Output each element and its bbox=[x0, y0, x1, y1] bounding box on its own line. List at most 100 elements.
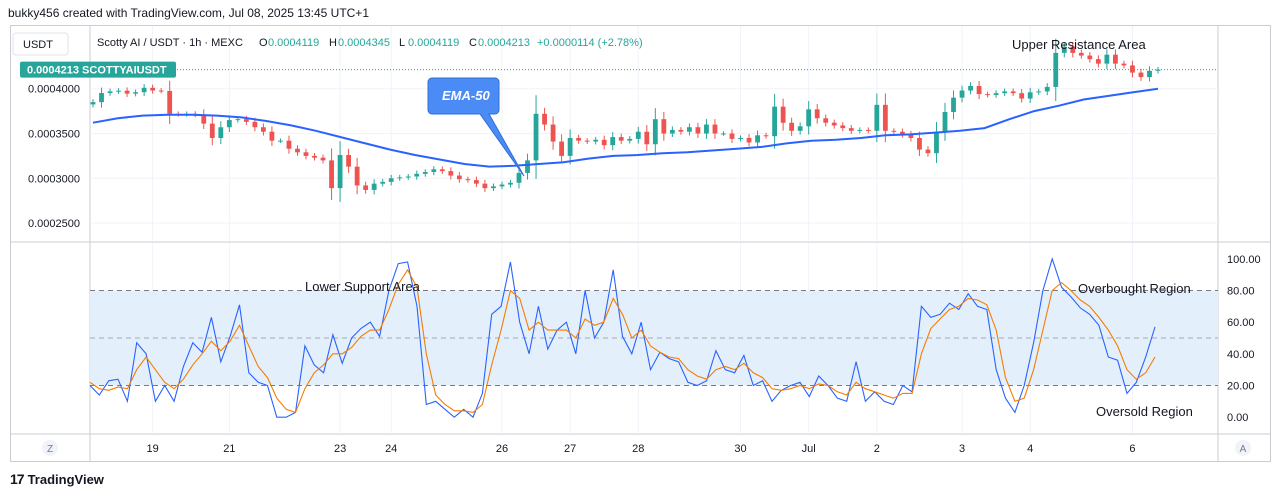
candle-body bbox=[337, 155, 343, 189]
currency-label: USDT bbox=[23, 39, 53, 51]
candle-body bbox=[448, 171, 454, 176]
left-scale-button-label[interactable]: Z bbox=[47, 444, 53, 455]
candle-body bbox=[235, 119, 241, 121]
candle-body bbox=[763, 135, 769, 137]
candle-body bbox=[644, 131, 650, 145]
candle-body bbox=[584, 140, 590, 142]
candle-body bbox=[678, 129, 684, 132]
candle-body bbox=[618, 137, 624, 141]
candle-body bbox=[1044, 86, 1050, 92]
candle-body bbox=[797, 126, 803, 131]
x-tick-label: 19 bbox=[147, 443, 159, 455]
auto-scale-button-label[interactable]: A bbox=[1240, 444, 1247, 455]
candle-body bbox=[295, 148, 300, 153]
candle-body bbox=[806, 109, 812, 127]
x-tick-label: 2 bbox=[874, 443, 880, 455]
candle-body bbox=[857, 129, 863, 131]
candle-body bbox=[499, 184, 505, 187]
upper-resistance-label: Upper Resistance Area bbox=[1012, 37, 1146, 52]
candle-body bbox=[908, 134, 914, 138]
candle-body bbox=[661, 119, 667, 134]
candle-body bbox=[874, 104, 880, 131]
tradingview-branding[interactable]: 17 TradingView bbox=[10, 471, 104, 487]
candle-body bbox=[789, 122, 795, 131]
stoch-k-line bbox=[89, 256, 1156, 419]
candle-body bbox=[465, 179, 471, 181]
candle-body bbox=[1036, 91, 1042, 93]
candle-body bbox=[99, 93, 104, 103]
candle-body bbox=[439, 169, 445, 172]
candle-body bbox=[482, 183, 488, 189]
candle-body bbox=[380, 181, 386, 184]
x-tick-label: 28 bbox=[632, 443, 644, 455]
candle-body bbox=[652, 119, 658, 145]
candle-body bbox=[593, 139, 599, 142]
candle-body bbox=[687, 127, 692, 132]
candle-body bbox=[150, 87, 156, 91]
candle-body bbox=[397, 177, 403, 179]
tradingview-logo-icon: 17 bbox=[10, 471, 25, 487]
candle-body bbox=[363, 185, 369, 190]
last-price-tag bbox=[20, 61, 176, 78]
last-price-tag-text: 0.0004213 SCOTTYAIUSDT bbox=[27, 65, 167, 77]
candle-body bbox=[405, 176, 411, 178]
candle-body bbox=[90, 102, 96, 105]
candle-body bbox=[124, 90, 130, 94]
candle-body bbox=[329, 160, 334, 189]
candle-body bbox=[891, 130, 897, 132]
candle-body bbox=[1019, 93, 1025, 99]
candle-body bbox=[721, 133, 726, 135]
candle-body bbox=[1010, 91, 1016, 94]
candle-body bbox=[1002, 91, 1008, 94]
x-tick-label: 21 bbox=[223, 443, 235, 455]
price-y-tick-label: 0.0003000 bbox=[28, 173, 80, 185]
x-tick-label: 24 bbox=[385, 443, 397, 455]
candle-body bbox=[516, 172, 522, 183]
candle-body bbox=[755, 135, 760, 143]
candle-body bbox=[925, 149, 931, 154]
candle-body bbox=[823, 118, 829, 123]
candle-body bbox=[729, 133, 735, 139]
ema-callout-text: EMA-50 bbox=[442, 88, 490, 103]
x-tick-label: 6 bbox=[1129, 443, 1135, 455]
price-y-tick-label: 0.0002500 bbox=[28, 218, 80, 230]
candle-body bbox=[209, 123, 215, 138]
candle-body bbox=[286, 140, 292, 149]
x-tick-label: 30 bbox=[734, 443, 746, 455]
legend-ohlc-value: 0.0004119 bbox=[408, 37, 459, 49]
candle-body bbox=[900, 131, 905, 135]
candle-body bbox=[431, 169, 437, 173]
candle-body bbox=[559, 141, 564, 156]
x-tick-label: 4 bbox=[1027, 443, 1033, 455]
currency-box bbox=[12, 32, 69, 56]
candle-body bbox=[985, 94, 990, 96]
legend-ohlc-value: 0.0004345 bbox=[338, 37, 390, 49]
candle-body bbox=[243, 119, 249, 122]
candle-body bbox=[388, 178, 394, 182]
candle-body bbox=[1155, 69, 1161, 71]
candle-body bbox=[261, 127, 266, 132]
candle-body bbox=[141, 87, 147, 93]
candle-body bbox=[1138, 72, 1144, 78]
price-y-tick-label: 0.0003500 bbox=[28, 129, 80, 141]
candle-body bbox=[1087, 55, 1093, 60]
osc-y-tick-label: 0.00 bbox=[1227, 412, 1248, 424]
candle-body bbox=[848, 128, 854, 131]
candle-body bbox=[133, 92, 138, 94]
osc-y-tick-label: 100.00 bbox=[1227, 254, 1261, 266]
candle-body bbox=[882, 104, 888, 131]
candle-body bbox=[201, 114, 207, 124]
candle-body bbox=[525, 160, 530, 173]
candle-body bbox=[414, 173, 420, 177]
candle-body bbox=[542, 113, 547, 125]
candle-body bbox=[712, 124, 718, 134]
candle-body bbox=[814, 109, 820, 119]
candle-body bbox=[917, 137, 922, 150]
candle-body bbox=[371, 183, 377, 190]
candle-body bbox=[508, 182, 513, 185]
x-tick-label: Jul bbox=[802, 443, 816, 455]
tradingview-name: TradingView bbox=[27, 471, 104, 487]
legend-change: +0.0000114 (+2.78%) bbox=[537, 37, 643, 49]
candle-body bbox=[158, 90, 164, 92]
